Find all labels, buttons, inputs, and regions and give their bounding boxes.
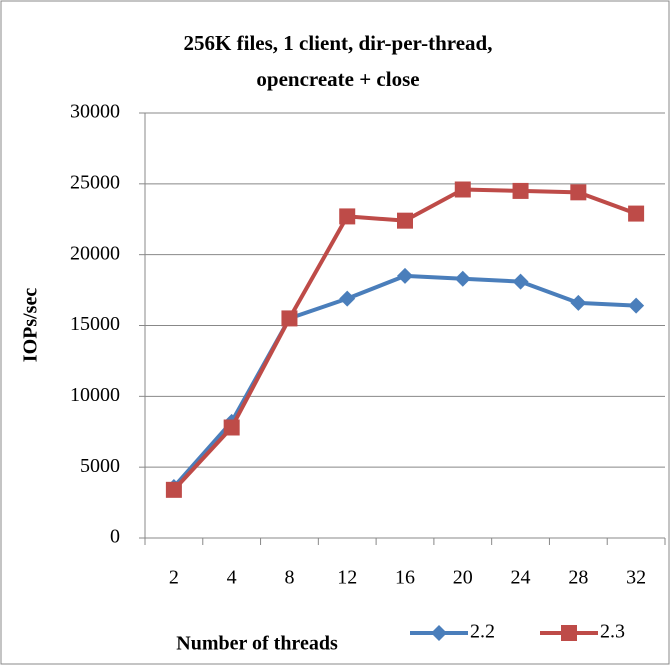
y-tick-label: 10000 xyxy=(70,384,120,406)
x-tick-label: 2 xyxy=(169,567,179,589)
legend-label: 2.2 xyxy=(470,621,495,643)
legend-marker xyxy=(561,625,577,641)
x-tick-label: 20 xyxy=(453,567,473,589)
legend-marker xyxy=(431,625,447,641)
x-tick-label: 28 xyxy=(568,567,588,589)
chart-title: 256K files, 1 client, dir-per-thread, xyxy=(184,31,493,55)
x-tick-label: 32 xyxy=(626,567,646,589)
data-point xyxy=(628,205,645,222)
legend-label: 2.3 xyxy=(600,621,625,643)
chart-title: opencreate + close xyxy=(256,67,419,91)
x-tick-label: 8 xyxy=(284,567,294,589)
data-point xyxy=(570,294,587,311)
y-tick-label: 15000 xyxy=(70,313,120,335)
data-point xyxy=(628,297,645,314)
x-tick-label: 24 xyxy=(511,567,531,589)
x-tick-label: 16 xyxy=(395,567,415,589)
data-point xyxy=(454,270,471,287)
y-tick-label: 5000 xyxy=(80,455,120,477)
x-axis-title: Number of threads xyxy=(176,633,338,655)
data-point xyxy=(454,181,471,198)
y-tick-label: 30000 xyxy=(70,101,120,123)
data-point xyxy=(281,310,298,327)
data-point xyxy=(512,273,529,290)
y-axis-title: IOPs/sec xyxy=(20,288,42,363)
data-point xyxy=(570,184,587,201)
data-point xyxy=(397,267,413,284)
x-tick-label: 12 xyxy=(337,567,357,589)
data-point xyxy=(165,481,182,498)
data-point xyxy=(339,290,356,307)
data-point xyxy=(512,182,529,199)
y-tick-label: 25000 xyxy=(70,171,120,193)
y-tick-label: 0 xyxy=(110,526,120,548)
data-point xyxy=(223,419,240,436)
y-tick-label: 20000 xyxy=(70,242,120,264)
data-point xyxy=(397,212,413,229)
x-tick-label: 4 xyxy=(227,567,237,589)
data-point xyxy=(339,208,356,225)
